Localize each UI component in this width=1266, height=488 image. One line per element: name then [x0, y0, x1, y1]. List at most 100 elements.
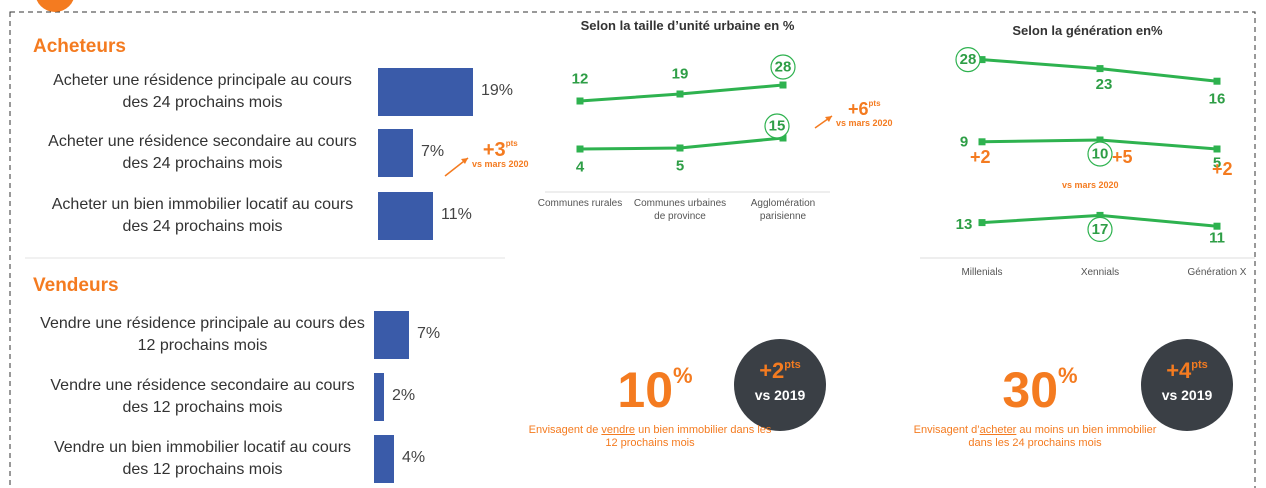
- annotation: +6pts vs mars 2020: [836, 100, 893, 128]
- annotation: +5: [1112, 148, 1133, 167]
- point: [978, 138, 986, 146]
- arrow-head: [461, 158, 468, 164]
- point: [1096, 136, 1104, 144]
- annotation-value: +5: [1112, 147, 1133, 167]
- decor-circle: [36, 0, 74, 12]
- annotation-note: vs mars 2020: [1062, 180, 1119, 190]
- badge-text: +2pts vs 2019: [734, 360, 826, 403]
- data-label: 16: [1209, 91, 1226, 108]
- point: [779, 134, 787, 142]
- kpi-text-part: acheter: [979, 424, 1017, 436]
- value-label: 19%: [481, 82, 514, 99]
- bar: [374, 373, 384, 421]
- bar: [374, 435, 394, 483]
- bar-label: Vendre une résidence secondaire au cours…: [50, 377, 355, 416]
- section-title: Vendeurs: [33, 275, 119, 296]
- chart-title: Selon la taille d’unité urbaine en %: [580, 18, 795, 33]
- data-label: 28: [775, 59, 792, 76]
- x-tick-label: Agglomération parisienne: [750, 198, 816, 222]
- bar: [374, 311, 409, 359]
- highlight-circle: [770, 54, 796, 80]
- point: [1096, 211, 1104, 219]
- data-label: 12: [572, 71, 589, 88]
- annotation-unit: pts: [868, 99, 881, 108]
- kpi-value: 10%: [575, 362, 735, 418]
- data-label: 4: [576, 159, 585, 176]
- data-label: 5: [1213, 155, 1221, 172]
- kpi-unit: %: [673, 363, 693, 388]
- point: [1213, 145, 1221, 153]
- badge-value: +2: [759, 358, 785, 383]
- bar: [378, 192, 433, 240]
- bar-label: Acheter une résidence principale au cour…: [53, 72, 352, 111]
- point: [576, 97, 584, 105]
- value-label: 4%: [402, 449, 426, 466]
- highlight-circle: [764, 113, 790, 139]
- bar-label: Acheter un bien immobilier locatif au co…: [51, 196, 354, 235]
- annotation: +2: [1212, 160, 1233, 179]
- bar-label: Acheter une résidence secondaire au cour…: [48, 133, 357, 172]
- annotation-note: vs mars 2020: [836, 118, 893, 128]
- annotation-value: +6: [848, 99, 869, 119]
- point: [1096, 65, 1104, 73]
- bar-label: Vendre une résidence principale au cours…: [40, 315, 365, 354]
- point: [779, 81, 787, 89]
- annotation-value: +3: [482, 139, 506, 161]
- badge: [1141, 339, 1233, 431]
- highlight-circle: [1087, 216, 1113, 242]
- badge: [734, 339, 826, 431]
- badge-note: vs 2019: [1161, 387, 1213, 403]
- value-label: 11%: [441, 206, 472, 223]
- annotation-value: +2: [1212, 159, 1233, 179]
- annotation-value: +2: [970, 147, 991, 167]
- annotation: +3pts vs mars 2020: [472, 140, 529, 169]
- value-label: 7%: [421, 143, 445, 160]
- point: [1213, 222, 1221, 230]
- kpi-text-part: au moins un bien immobilier dans les 24 …: [968, 424, 1157, 449]
- value-label: 2%: [392, 387, 416, 404]
- badge-value-line: +4pts: [1141, 360, 1233, 382]
- kpi-value: 30%: [960, 362, 1120, 418]
- data-label: 17: [1092, 221, 1109, 238]
- x-tick-label: Communes rurales: [537, 198, 623, 209]
- data-label: 9: [960, 133, 968, 150]
- point: [676, 90, 684, 98]
- kpi-text: Envisagent de vendre un bien immobilier …: [525, 424, 775, 450]
- point: [978, 56, 986, 64]
- arrow-head: [825, 116, 832, 122]
- annotation-unit: pts: [505, 139, 518, 148]
- point: [1213, 77, 1221, 85]
- annotation: vs mars 2020: [1062, 181, 1119, 190]
- highlight-circle: [1087, 141, 1113, 167]
- point: [576, 145, 584, 153]
- data-label: 5: [676, 158, 684, 175]
- highlight-circle: [955, 46, 981, 73]
- kpi-text-part: Envisagent de: [528, 424, 602, 436]
- badge-value-line: +2pts: [734, 360, 826, 382]
- point: [676, 144, 684, 152]
- kpi-number: 10: [617, 362, 674, 418]
- point: [978, 219, 986, 227]
- data-label: 10: [1092, 146, 1109, 163]
- bar-label: Vendre un bien immobilier locatif au cou…: [53, 439, 352, 478]
- x-tick-label: Xennials: [1080, 267, 1120, 278]
- kpi-number: 30: [1002, 362, 1059, 418]
- kpi-text-part: un bien immobilier dans les 12 prochains…: [605, 424, 772, 449]
- x-tick-label: Millenials: [961, 267, 1003, 278]
- data-label: 19: [672, 66, 689, 83]
- data-label: 23: [1096, 76, 1113, 93]
- data-label: 15: [769, 118, 786, 135]
- bar: [378, 129, 413, 177]
- kpi-text-part: vendre: [601, 424, 636, 436]
- kpi-text: Envisagent d’acheter au moins un bien im…: [910, 424, 1160, 450]
- dashed-frame: [9, 11, 1256, 488]
- kpi-unit: %: [1058, 363, 1078, 388]
- kpi-text-part: Envisagent d’: [913, 424, 980, 436]
- data-label: 28: [960, 51, 977, 68]
- badge-unit: pts: [784, 359, 801, 371]
- badge-note: vs 2019: [754, 387, 806, 403]
- badge-text: +4pts vs 2019: [1141, 360, 1233, 403]
- badge-value: +4: [1166, 358, 1192, 383]
